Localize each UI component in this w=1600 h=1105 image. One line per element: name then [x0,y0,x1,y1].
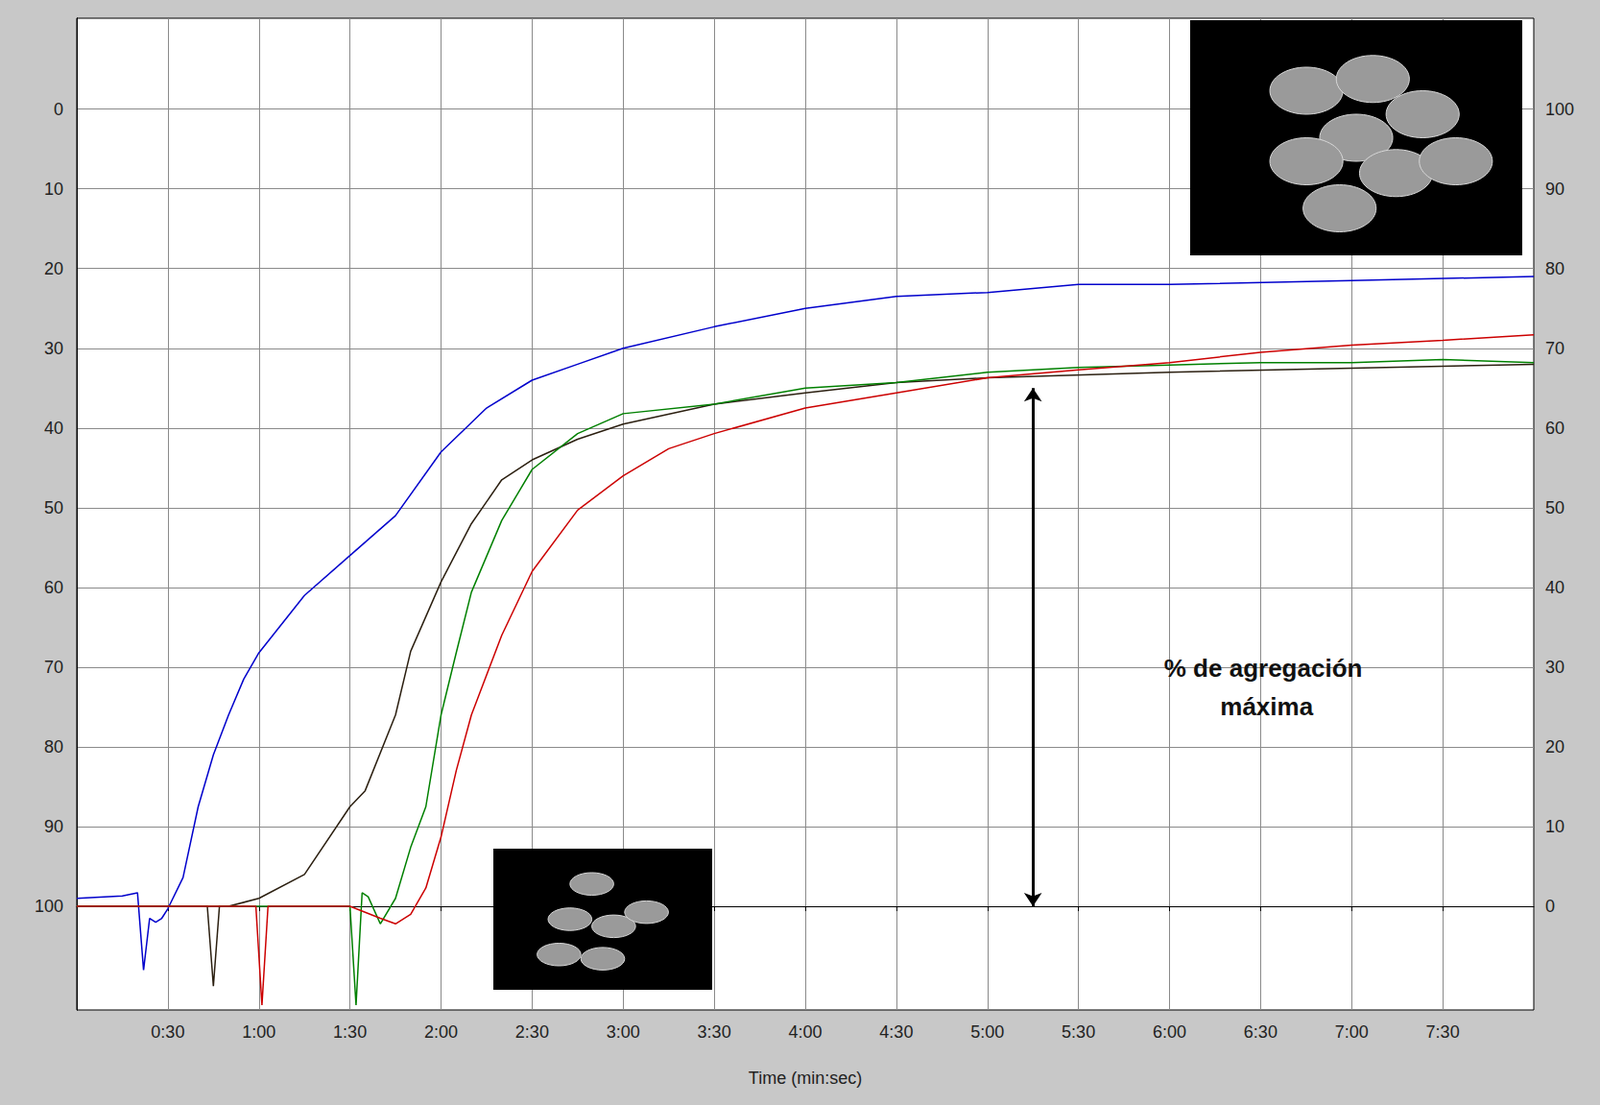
svg-text:0: 0 [53,99,64,120]
svg-text:100: 100 [1545,99,1575,120]
svg-text:Time (min:sec): Time (min:sec) [748,1068,862,1088]
svg-text:10: 10 [44,179,64,199]
svg-text:80: 80 [1545,259,1565,279]
svg-text:2:00: 2:00 [424,1022,458,1042]
svg-text:100: 100 [34,896,64,916]
svg-text:50: 50 [1545,498,1565,518]
svg-text:70: 70 [44,657,64,677]
svg-text:% de agregación: % de agregación [1164,653,1370,683]
svg-text:3:00: 3:00 [606,1022,641,1042]
svg-text:10: 10 [1545,816,1565,836]
svg-text:7:00: 7:00 [1335,1022,1369,1042]
svg-text:50: 50 [44,498,64,518]
svg-text:3:30: 3:30 [697,1022,732,1042]
svg-text:1:30: 1:30 [333,1022,367,1042]
svg-text:0:30: 0:30 [150,1022,185,1042]
svg-text:6:30: 6:30 [1243,1022,1278,1042]
svg-text:30: 30 [44,338,64,359]
svg-text:6:00: 6:00 [1152,1022,1187,1042]
svg-text:60: 60 [44,577,64,598]
svg-text:90: 90 [1545,179,1565,199]
svg-text:5:30: 5:30 [1061,1022,1096,1042]
svg-text:2:30: 2:30 [515,1022,550,1042]
svg-text:40: 40 [44,418,64,438]
svg-text:80: 80 [44,737,64,757]
svg-text:20: 20 [1545,737,1565,757]
svg-text:máxima: máxima [1219,692,1314,721]
svg-text:4:30: 4:30 [879,1022,913,1042]
svg-text:5:00: 5:00 [970,1022,1004,1042]
svg-text:40: 40 [1545,577,1565,598]
svg-text:0: 0 [1545,896,1555,916]
svg-text:70: 70 [1545,338,1565,359]
svg-text:1:00: 1:00 [241,1022,276,1042]
svg-text:4:00: 4:00 [788,1022,822,1042]
svg-text:30: 30 [1545,657,1565,677]
svg-text:20: 20 [44,259,64,279]
svg-text:7:30: 7:30 [1426,1022,1460,1042]
svg-text:60: 60 [1545,418,1565,438]
svg-text:90: 90 [44,816,64,836]
